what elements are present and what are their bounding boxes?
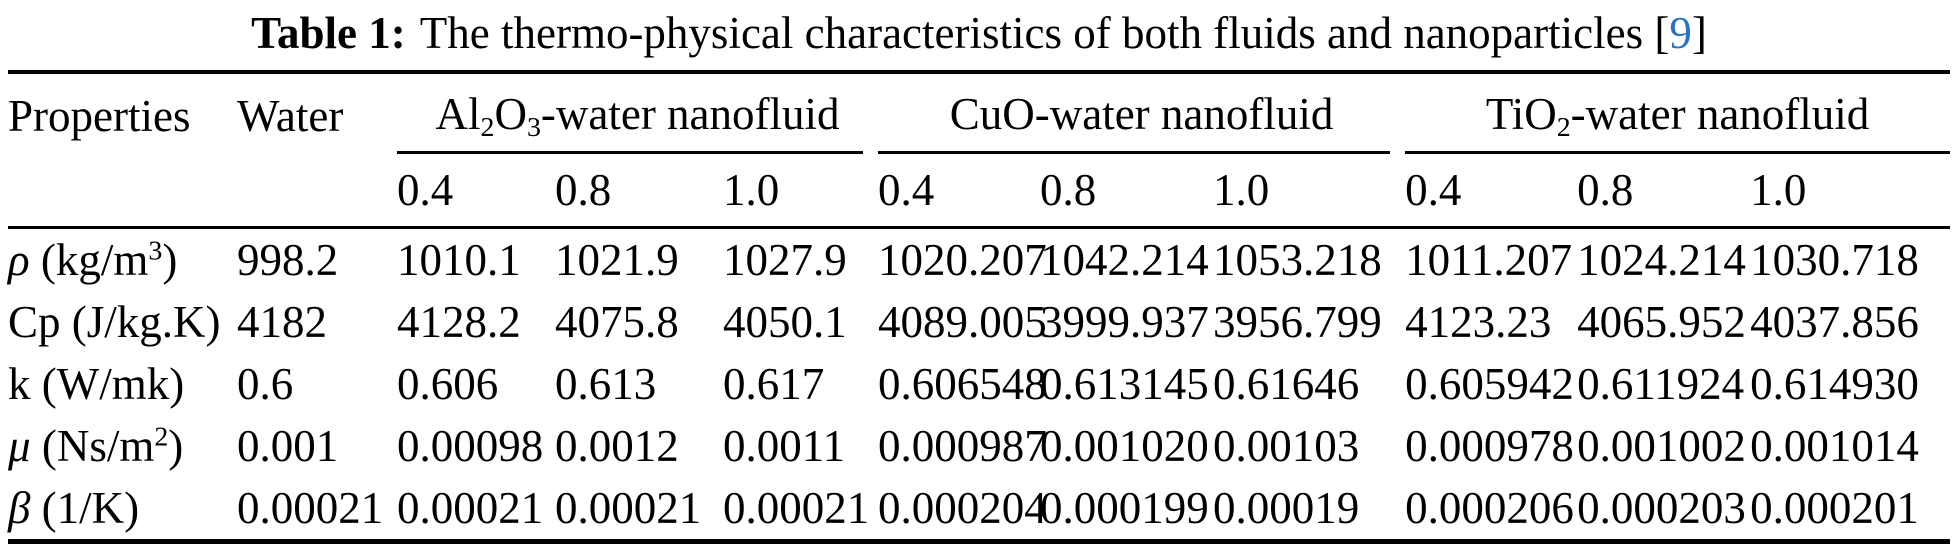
data-cell: 1027.9	[723, 235, 847, 285]
data-cell: 0.000201	[1750, 483, 1919, 533]
table-row-density: ρ (kg/m3) 998.2 1010.1 1021.9 1027.9 102…	[8, 228, 1950, 292]
data-cell: 0.613145	[1040, 359, 1209, 409]
fraction-header: 0.8	[555, 154, 723, 229]
fraction-header: 0.4	[1405, 154, 1578, 229]
data-cell: 0.00021	[237, 483, 384, 533]
header-row-groups: Properties Water Al2O3-water nanofluid C…	[8, 72, 1951, 229]
row-label-density: ρ (kg/m3)	[8, 235, 178, 285]
fraction-header: 0.4	[397, 154, 555, 229]
data-cell: 4050.1	[723, 297, 847, 347]
row-label-thermal-expansion: β (1/K)	[8, 483, 140, 533]
data-cell: 0.00021	[555, 483, 702, 533]
data-cell: 0.000203	[1577, 483, 1746, 533]
data-cell: 0.001014	[1750, 421, 1919, 471]
data-cell: 1042.214	[1040, 235, 1209, 285]
data-cell: 0.001020	[1040, 421, 1209, 471]
group-header-tio2-nanofluid: TiO2-water nanofluid	[1405, 72, 1951, 154]
header-row-fractions: 0.4 0.8 1.0 0.4 0.8 1.0 0.4 0.8 1.0	[8, 154, 1951, 229]
row-label-specific-heat: Cp (J/kg.K)	[8, 297, 221, 347]
group-header-cuo-nanofluid: CuO-water nanofluid	[878, 72, 1405, 154]
table-caption-number: Table 1:	[251, 8, 406, 58]
column-header-water: Water	[237, 72, 397, 229]
data-cell: 0.000987	[878, 421, 1047, 471]
group-header-al2o3-nanofluid: Al2O3-water nanofluid	[397, 72, 878, 154]
data-cell: 0.00021	[397, 483, 544, 533]
fraction-header: 1.0	[1750, 154, 1951, 229]
data-cell: 0.001002	[1577, 421, 1746, 471]
data-cell: 0.001	[237, 421, 339, 471]
thermo-physical-table: Properties Water Al2O3-water nanofluid C…	[8, 70, 1951, 544]
row-label-thermal-conductivity: k (W/mk)	[8, 359, 185, 409]
data-cell: 998.2	[237, 235, 339, 285]
data-cell: 0.00103	[1213, 421, 1360, 471]
data-cell: 1010.1	[397, 235, 521, 285]
data-cell: 4037.856	[1750, 297, 1919, 347]
citation-bracket-open: [	[1654, 8, 1670, 58]
data-cell: 0.605942	[1405, 359, 1574, 409]
data-cell: 1030.718	[1750, 235, 1919, 285]
data-cell: 0.617	[723, 359, 825, 409]
data-cell: 0.606548	[878, 359, 1047, 409]
data-cell: 4089.005	[878, 297, 1047, 347]
data-cell: 1021.9	[555, 235, 679, 285]
data-cell: 0.61646	[1213, 359, 1360, 409]
data-cell: 4128.2	[397, 297, 521, 347]
fraction-header: 0.8	[1577, 154, 1751, 229]
column-header-properties: Properties	[8, 72, 237, 229]
data-cell: 3999.937	[1040, 297, 1209, 347]
data-cell: 0.606	[397, 359, 499, 409]
data-cell: 4075.8	[555, 297, 679, 347]
data-cell: 1053.218	[1213, 235, 1382, 285]
citation-bracket-close: ]	[1691, 8, 1707, 58]
data-cell: 0.000204	[878, 483, 1047, 533]
data-cell: 1011.207	[1405, 235, 1573, 285]
data-cell: 1024.214	[1577, 235, 1746, 285]
data-cell: 3956.799	[1213, 297, 1382, 347]
data-cell: 0.6	[237, 359, 294, 409]
data-cell: 4065.952	[1577, 297, 1746, 347]
data-cell: 0.00021	[723, 483, 870, 533]
data-cell: 4123.23	[1405, 297, 1552, 347]
data-cell: 0.614930	[1750, 359, 1919, 409]
table-caption-text: The thermo-physical characteristics of b…	[419, 8, 1644, 58]
data-cell: 0.000199	[1040, 483, 1209, 533]
data-cell: 0.611924	[1577, 359, 1745, 409]
citation-link[interactable]: 9	[1669, 8, 1692, 58]
data-cell: 4182	[237, 297, 327, 347]
fraction-header: 0.4	[878, 154, 1041, 229]
fraction-header: 1.0	[723, 154, 879, 229]
table-row-viscosity: μ (Ns/m2) 0.001 0.00098 0.0012 0.0011 0.…	[8, 415, 1950, 477]
fraction-header: 0.8	[1040, 154, 1214, 229]
table-row-thermal-conductivity: k (W/mk) 0.6 0.606 0.613 0.617 0.606548 …	[8, 353, 1950, 415]
data-cell: 0.000206	[1405, 483, 1574, 533]
data-cell: 0.00019	[1213, 483, 1360, 533]
data-cell: 0.0012	[555, 421, 679, 471]
data-cell: 0.613	[555, 359, 657, 409]
row-label-viscosity: μ (Ns/m2)	[8, 421, 184, 471]
data-cell: 1020.207	[878, 235, 1047, 285]
table-row-thermal-expansion: β (1/K) 0.00021 0.00021 0.00021 0.00021 …	[8, 477, 1950, 542]
data-cell: 0.00098	[397, 421, 544, 471]
fraction-header: 1.0	[1213, 154, 1406, 229]
data-cell: 0.000978	[1405, 421, 1574, 471]
data-cell: 0.0011	[723, 421, 846, 471]
table-caption: Table 1: The thermo-physical characterist…	[0, 4, 1958, 62]
table-row-specific-heat: Cp (J/kg.K) 4182 4128.2 4075.8 4050.1 40…	[8, 291, 1950, 353]
